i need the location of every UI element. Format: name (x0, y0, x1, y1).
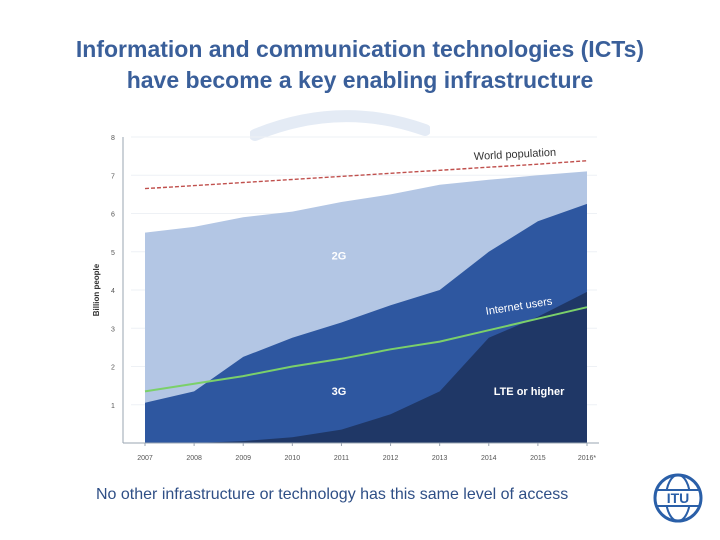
x-tick-label: 2007 (137, 455, 153, 462)
x-tick-label: 2010 (285, 455, 301, 462)
y-tick-label: 6 (111, 212, 115, 219)
x-axis-ticks: 2007 2008 2009 2010 2011 2012 2013 2014 2015 2016… (137, 443, 596, 462)
series-label-3g: 3G (332, 386, 347, 398)
y-tick-label: 3 (111, 326, 115, 333)
x-tick-label: 2015 (530, 455, 546, 462)
x-tick-label: 2008 (186, 455, 202, 462)
y-axis-label: Billion people (92, 263, 101, 316)
series-label-lte: LTE or higher (494, 386, 565, 398)
y-tick-label: 4 (111, 288, 115, 295)
itu-logo-icon: ITU (653, 473, 703, 523)
series-label-world-population: World population (474, 147, 557, 163)
x-tick-label: 2016* (578, 455, 597, 462)
slide-title: Information and communication technologi… (20, 34, 700, 96)
slide-title-line-1: Information and communication technologi… (75, 36, 645, 62)
background-swoosh-decoration (250, 110, 430, 141)
x-tick-label: 2013 (432, 455, 448, 462)
line-internet-users (144, 306, 588, 393)
x-tick-label: 2009 (235, 455, 251, 462)
footer-caption: No other infrastructure or technology ha… (96, 486, 569, 503)
mobile-coverage-chart: 1 2 3 4 5 6 7 8 2007 2008 2009 2010 2011 2012 2013 201… (92, 135, 599, 462)
y-axis-ticks: 1 2 3 4 5 6 7 8 (111, 135, 115, 410)
y-tick-label: 8 (111, 135, 115, 142)
line-world-population (144, 160, 588, 190)
slide-title-line-2: have become a key enabling infrastructur… (126, 67, 594, 93)
x-tick-label: 2011 (334, 455, 349, 462)
x-tick-label: 2014 (481, 455, 497, 462)
x-tick-label: 2012 (383, 455, 399, 462)
y-tick-label: 5 (111, 250, 115, 257)
area-lte-or-higher (145, 291, 587, 443)
series-label-2g: 2G (332, 250, 347, 262)
y-tick-label: 7 (111, 173, 115, 180)
y-tick-label: 2 (111, 365, 115, 372)
itu-logo-text: ITU (667, 490, 690, 506)
y-tick-label: 1 (111, 403, 115, 410)
